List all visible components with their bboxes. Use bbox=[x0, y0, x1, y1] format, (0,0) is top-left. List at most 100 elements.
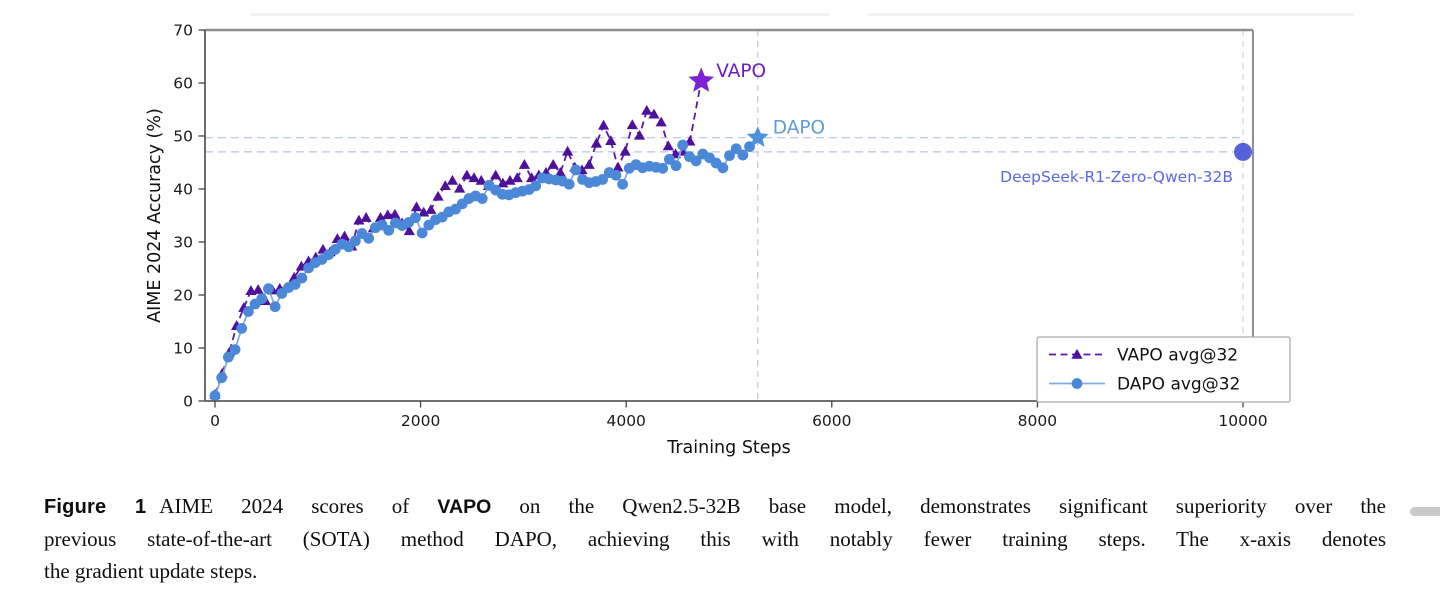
circle-marker bbox=[617, 178, 629, 190]
circle-marker bbox=[236, 322, 248, 334]
aime-accuracy-chart: VAPO DAPO DeepSeek-R1-Zero-Qwen-32B 0 2000 40… bbox=[145, 22, 1291, 458]
triangle-marker bbox=[562, 145, 574, 156]
triangle-marker bbox=[605, 135, 617, 145]
circle-marker bbox=[570, 164, 582, 176]
y-axis-label: AIME 2024 Accuracy (%) bbox=[145, 108, 165, 323]
triangle-marker bbox=[526, 172, 538, 183]
triangle-marker bbox=[619, 145, 631, 156]
scrollbar-thumb[interactable] bbox=[1410, 507, 1440, 516]
caption-text-pre: AIME 2024 scores of bbox=[159, 494, 438, 518]
circle-marker bbox=[216, 372, 228, 384]
circle-marker bbox=[416, 227, 428, 239]
top-divider-right bbox=[868, 13, 1354, 16]
x-tick-label: 4000 bbox=[606, 412, 645, 430]
triangle-marker bbox=[633, 129, 646, 140]
legend-entry-label: VAPO avg@32 bbox=[1117, 346, 1238, 366]
circle-marker bbox=[383, 224, 395, 236]
triangle-marker bbox=[374, 212, 387, 222]
circle-marker bbox=[717, 162, 729, 174]
y-tick-label: 0 bbox=[183, 393, 193, 411]
legend-box bbox=[1036, 336, 1291, 403]
triangle-marker bbox=[439, 180, 451, 191]
dapo-line bbox=[214, 136, 759, 397]
circle-marker bbox=[263, 283, 274, 295]
circle-marker bbox=[243, 306, 254, 317]
legend-entry-label: DAPO avg@32 bbox=[1117, 375, 1240, 395]
dapo-final-star bbox=[746, 126, 769, 147]
deepseek-annotation: DeepSeek-R1-Zero-Qwen-32B bbox=[1000, 168, 1233, 186]
circle-marker bbox=[269, 301, 281, 313]
y-tick-label: 50 bbox=[173, 128, 193, 146]
x-tick-label: 10000 bbox=[1218, 412, 1267, 430]
triangle-marker bbox=[597, 119, 610, 130]
circle-marker bbox=[670, 160, 682, 172]
circle-marker bbox=[610, 169, 622, 181]
circle-marker bbox=[289, 279, 301, 290]
circle-marker bbox=[730, 143, 742, 155]
triangle-marker bbox=[590, 137, 602, 148]
circle-marker bbox=[229, 344, 241, 355]
top-divider-left bbox=[250, 13, 830, 16]
y-tick-label: 70 bbox=[173, 22, 193, 40]
triangle-marker bbox=[490, 169, 502, 180]
caption-vapo-term: VAPO bbox=[437, 496, 492, 518]
x-tick-label: 2000 bbox=[401, 412, 440, 430]
circle-marker bbox=[296, 272, 308, 284]
triangle-marker bbox=[360, 212, 372, 222]
triangle-marker bbox=[454, 182, 466, 193]
triangle-marker bbox=[338, 230, 351, 241]
circle-marker bbox=[737, 149, 749, 161]
dapo-annotation: DAPO bbox=[773, 118, 825, 139]
figure-label: Figure 1 bbox=[44, 496, 147, 518]
triangle-marker bbox=[446, 174, 459, 185]
circle-marker bbox=[410, 212, 421, 224]
triangle-marker bbox=[518, 159, 531, 169]
circle-marker bbox=[657, 162, 669, 174]
deepseek-point bbox=[1234, 142, 1252, 161]
triangle-marker bbox=[418, 206, 430, 217]
legend-triangle-marker bbox=[1071, 348, 1083, 359]
triangle-marker bbox=[252, 284, 264, 294]
circle-marker bbox=[677, 139, 689, 151]
triangle-marker bbox=[662, 140, 674, 151]
vapo-annotation: VAPO bbox=[716, 61, 766, 82]
triangle-marker bbox=[403, 225, 415, 236]
vapo-final-star bbox=[688, 67, 715, 92]
caption-line-2: previous state-of-the-art (SOTA) method … bbox=[44, 527, 1386, 551]
triangle-marker bbox=[468, 172, 480, 183]
triangle-marker bbox=[497, 177, 509, 188]
legend-circle-marker bbox=[1071, 378, 1083, 389]
circle-marker bbox=[349, 235, 361, 247]
triangle-marker bbox=[475, 174, 487, 185]
circle-marker bbox=[563, 178, 575, 190]
circle-marker bbox=[530, 180, 542, 192]
triangle-marker bbox=[655, 116, 667, 127]
x-tick-label: 6000 bbox=[812, 412, 851, 430]
circle-marker bbox=[209, 390, 221, 402]
circle-marker bbox=[222, 351, 234, 363]
triangle-marker bbox=[425, 204, 437, 214]
y-tick-label: 10 bbox=[173, 340, 193, 358]
triangle-marker bbox=[547, 159, 559, 169]
circle-marker bbox=[663, 153, 675, 165]
figure-caption: Figure 1 AIME 2024 scores of VAPO on the … bbox=[44, 490, 1386, 587]
triangle-marker bbox=[626, 119, 638, 130]
triangle-marker bbox=[648, 108, 660, 119]
triangle-marker bbox=[410, 201, 423, 212]
y-tick-label: 40 bbox=[173, 181, 193, 199]
triangle-marker bbox=[612, 161, 624, 172]
triangle-marker bbox=[554, 166, 567, 177]
circle-marker bbox=[597, 174, 608, 185]
circle-marker bbox=[690, 155, 702, 167]
x-tick-label: 8000 bbox=[1018, 412, 1057, 430]
triangle-marker bbox=[504, 174, 516, 185]
circle-marker bbox=[256, 293, 268, 305]
y-tick-label: 20 bbox=[173, 287, 193, 305]
triangle-marker bbox=[641, 104, 653, 115]
caption-line-1: Figure 1 AIME 2024 scores of VAPO on the … bbox=[44, 490, 1386, 523]
triangle-marker bbox=[511, 172, 523, 183]
circle-marker bbox=[363, 232, 375, 244]
triangle-marker bbox=[353, 214, 365, 225]
caption-text-post: on the Qwen2.5-32B base model, demonstra… bbox=[491, 494, 1387, 518]
